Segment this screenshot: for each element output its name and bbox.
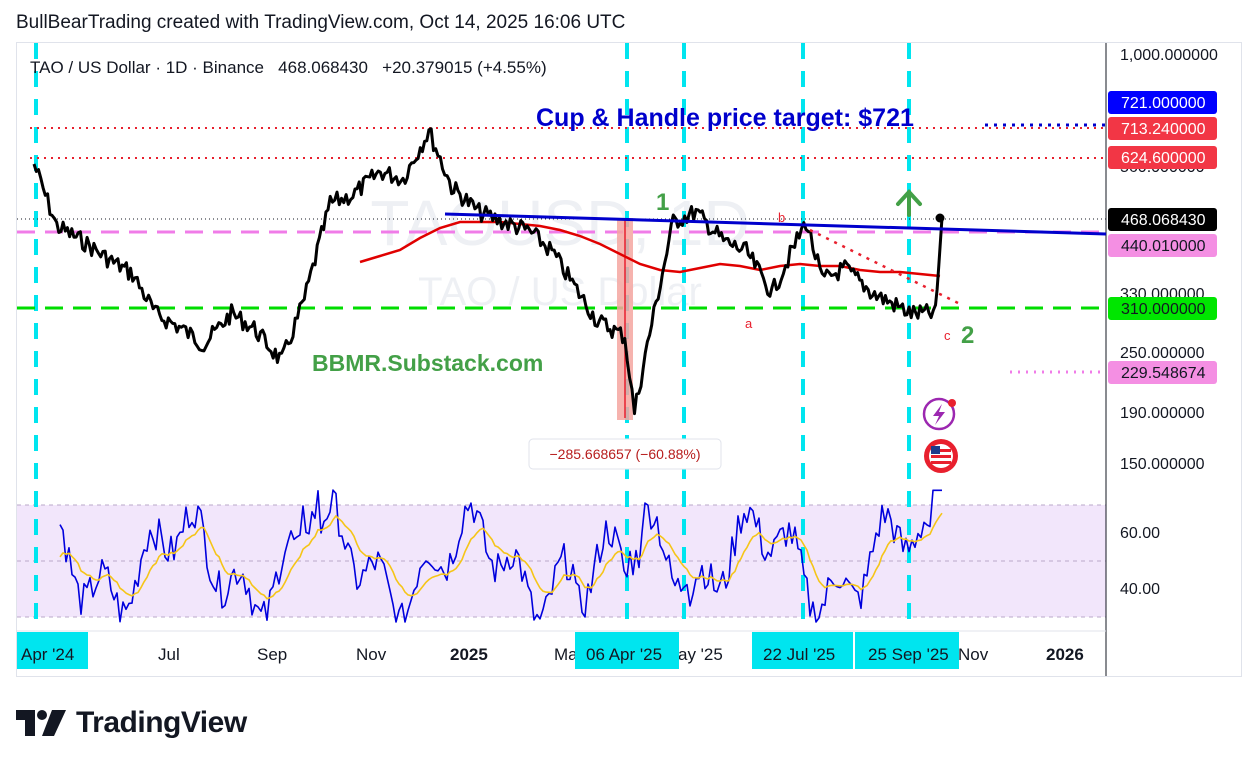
rsi-ma-line (59, 512, 943, 600)
badge-468: 468.068430 (1121, 212, 1206, 229)
time-highlights: Apr '24 06 Apr '25 22 Jul '25 25 Sep '25 (17, 632, 959, 669)
time-tick: ay '25 (678, 645, 723, 664)
tradingview-logo-icon (16, 710, 66, 736)
badge-468-bg (1108, 208, 1217, 231)
alert-lightning-icon[interactable] (922, 397, 956, 431)
us-flag-event-icon[interactable] (924, 439, 958, 473)
handle-trendline[interactable] (809, 228, 959, 305)
time-highlight-bg (855, 632, 959, 669)
price-tick: 250.000000 (1120, 345, 1205, 362)
symbol-name: TAO / US Dollar · 1D · Binance (30, 58, 264, 77)
brand-name: TradingView (76, 706, 247, 739)
badge-440-bg (1108, 234, 1217, 257)
price-tick: 190.000000 (1120, 405, 1205, 422)
chart-attribution: BullBearTrading created with TradingView… (16, 12, 626, 33)
rsi-tick: 40.00 (1120, 581, 1160, 598)
time-tick: Ma (554, 645, 578, 664)
neckline-trendline[interactable] (444, 212, 1107, 236)
time-tick: Jul (158, 645, 180, 664)
price-tick: 1,000.000000 (1120, 47, 1218, 64)
badge-229-bg (1108, 361, 1217, 384)
price-badges: 721.000000 713.240000 624.600000 468.068… (1108, 91, 1217, 384)
site-annotation: BBMR.Substack.com (312, 350, 543, 376)
wave-b-label: b (778, 210, 785, 225)
wave-2-label: 2 (961, 322, 974, 349)
badge-310: 310.000000 (1121, 301, 1206, 318)
time-highlight: Apr '24 (21, 645, 74, 664)
wave-1-label: 1 (656, 189, 669, 216)
measure-label-box (528, 438, 722, 470)
time-highlight: 25 Sep '25 (868, 645, 949, 664)
badge-624-bg (1108, 146, 1217, 169)
time-tick: 2025 (450, 645, 488, 664)
symbol-change: +20.379015 (+4.55%) (382, 58, 547, 77)
badge-624: 624.600000 (1121, 150, 1206, 167)
badge-713: 713.240000 (1121, 121, 1206, 138)
wave-c-label: c (944, 328, 951, 343)
symbol-legend[interactable]: TAO / US Dollar · 1D · Binance 468.06843… (30, 58, 547, 78)
badge-713-bg (1108, 117, 1217, 140)
chart-frame (16, 42, 1242, 677)
tradingview-logo[interactable]: TradingView (16, 706, 247, 740)
wave-a-label: a (745, 316, 753, 331)
badge-310-bg (1108, 297, 1217, 320)
measure-label: −285.668657 (−60.88%) (549, 446, 700, 462)
badge-440: 440.010000 (1121, 238, 1206, 255)
badge-721-bg (1108, 91, 1217, 114)
time-axis: Jul Sep Nov 2025 Ma ay '25 Nov 2026 (158, 645, 1084, 664)
rsi-line (59, 489, 942, 623)
time-tick: Sep (257, 645, 287, 664)
symbol-price: 468.068430 (278, 58, 368, 77)
badge-229: 229.548674 (1121, 365, 1206, 382)
badge-721: 721.000000 (1121, 95, 1206, 112)
price-tick: 150.000000 (1120, 456, 1205, 473)
time-tick: Nov (356, 645, 387, 664)
time-tick: 2026 (1046, 645, 1084, 664)
rsi-tick: 60.00 (1120, 525, 1160, 542)
time-highlight: 06 Apr '25 (586, 645, 662, 664)
time-highlight: 22 Jul '25 (763, 645, 835, 664)
time-highlight-bg (17, 632, 88, 669)
time-tick: Nov (958, 645, 989, 664)
watermark-ticker: TAOUSD, 1D (370, 187, 749, 259)
time-highlight-bg (752, 632, 853, 669)
target-annotation: Cup & Handle price target: $721 (536, 104, 914, 132)
breakout-arrow-icon (896, 189, 922, 217)
last-price-dot (935, 213, 945, 223)
time-highlight-bg (575, 632, 679, 669)
